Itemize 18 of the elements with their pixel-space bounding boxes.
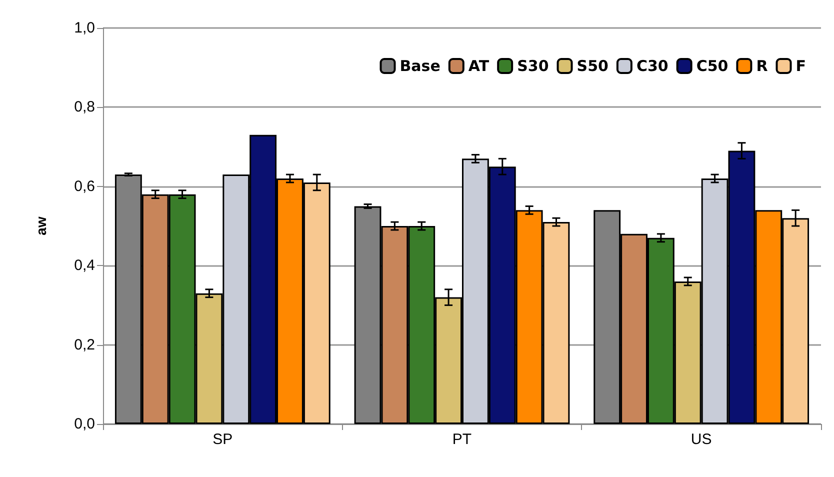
y-tick-label: 0,8 — [74, 98, 95, 116]
legend-label: S50 — [576, 57, 608, 75]
legend-label: R — [756, 57, 768, 75]
y-axis-title: aw — [33, 216, 49, 236]
y-tick-label: 1,0 — [74, 20, 95, 36]
x-tick-label: PT — [452, 431, 472, 448]
y-tick-label: 0,6 — [74, 178, 95, 195]
legend-label: Base — [400, 57, 440, 75]
legend-label: S30 — [517, 57, 549, 75]
legend-label: AT — [468, 57, 490, 75]
x-tick-label: SP — [212, 431, 233, 448]
legend-label: C30 — [636, 57, 668, 75]
y-tick-label: 0,4 — [74, 257, 95, 274]
legend-label: C50 — [696, 57, 728, 75]
legend-label: F — [796, 57, 806, 75]
y-tick-label: 0,2 — [74, 336, 95, 354]
y-tick-label: 0,0 — [74, 416, 95, 432]
x-tick-label: US — [690, 431, 712, 448]
